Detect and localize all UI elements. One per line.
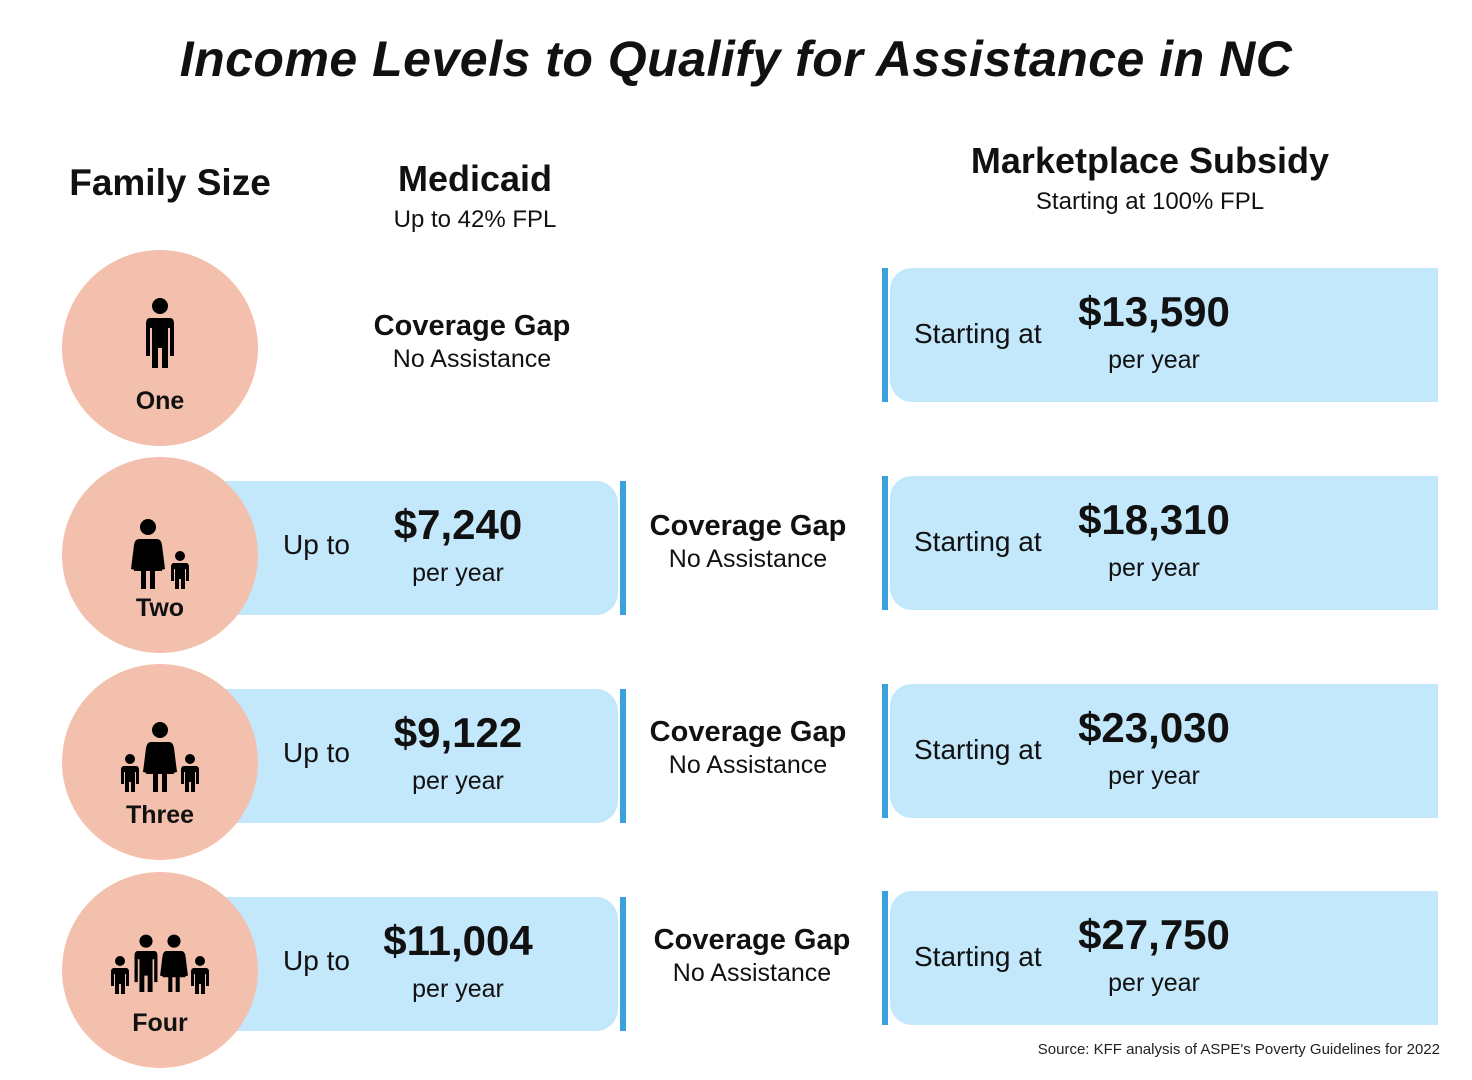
medicaid-prefix: Up to [283, 737, 350, 768]
coverage-gap-title: Coverage Gap [653, 924, 851, 956]
marketplace-accent-bar [882, 476, 888, 610]
medicaid-accent-bar [620, 897, 626, 1031]
marketplace-amount: $23,030 [1078, 704, 1230, 751]
marketplace-period: per year [1108, 969, 1200, 997]
medicaid-amount: $7,240 [393, 501, 523, 548]
marketplace-amount: $13,590 [1078, 288, 1230, 335]
adult-child-icon [131, 519, 189, 589]
medicaid-period: per year [412, 975, 504, 1003]
family-size-label: Four [132, 1009, 188, 1037]
coverage-gap: Coverage Gap No Assistance [618, 510, 878, 574]
marketplace-box: Starting at $23,030 per year [890, 684, 1438, 818]
marketplace-box: Starting at $27,750 per year [890, 891, 1438, 1025]
marketplace-amount: $27,750 [1078, 911, 1230, 958]
family-size-circle-two: Two [62, 457, 258, 653]
marketplace-header: Marketplace Subsidy Starting at 100% FPL [920, 140, 1380, 216]
adult-two-children-icon [121, 722, 199, 792]
marketplace-period: per year [1108, 554, 1200, 582]
coverage-gap-subtitle: No Assistance [668, 545, 828, 573]
marketplace-prefix: Starting at [914, 526, 1042, 557]
marketplace-accent-bar [882, 268, 888, 402]
medicaid-header-subtitle: Up to 42% FPL [393, 206, 557, 233]
medicaid-accent-bar [620, 689, 626, 823]
coverage-gap-title: Coverage Gap [373, 310, 571, 342]
medicaid-box: Up to $7,240 per year [200, 481, 618, 615]
source-note: Source: KFF analysis of ASPE's Poverty G… [1037, 1041, 1440, 1058]
coverage-gap-subtitle: No Assistance [668, 751, 828, 779]
coverage-gap-subtitle: No Assistance [672, 959, 832, 987]
medicaid-period: per year [412, 559, 504, 587]
marketplace-prefix: Starting at [914, 734, 1042, 765]
marketplace-amount: $18,310 [1078, 496, 1230, 543]
family-size-circle-one: One [62, 250, 258, 446]
marketplace-header-subtitle: Starting at 100% FPL [1035, 188, 1265, 215]
marketplace-box: Starting at $13,590 per year [890, 268, 1438, 402]
medicaid-header: Medicaid Up to 42% FPL [330, 158, 620, 234]
medicaid-header-title: Medicaid [397, 158, 553, 199]
family-size-header: Family Size [69, 162, 271, 203]
marketplace-header-title: Marketplace Subsidy [970, 140, 1330, 181]
page-title: Income Levels to Qualify for Assistance … [179, 31, 1293, 87]
medicaid-amount: $9,122 [393, 709, 523, 756]
marketplace-prefix: Starting at [914, 318, 1042, 349]
family-size-label: Three [125, 801, 195, 829]
coverage-gap: Coverage Gap No Assistance [618, 716, 878, 780]
marketplace-accent-bar [882, 891, 888, 1025]
medicaid-prefix: Up to [283, 945, 350, 976]
medicaid-accent-bar [620, 481, 626, 615]
family-of-four-icon [111, 934, 209, 994]
medicaid-amount: $11,004 [383, 917, 533, 964]
family-size-circle-three: Three [62, 664, 258, 860]
coverage-gap: Coverage Gap No Assistance [622, 924, 882, 988]
family-size-label: Two [135, 594, 185, 622]
coverage-gap-title: Coverage Gap [649, 510, 847, 542]
marketplace-accent-bar [882, 684, 888, 818]
person-icon [146, 298, 174, 368]
coverage-gap: Coverage Gap No Assistance [342, 310, 602, 374]
family-size-label: One [135, 387, 185, 415]
medicaid-box: Up to $9,122 per year [200, 689, 618, 823]
marketplace-prefix: Starting at [914, 941, 1042, 972]
coverage-gap-title: Coverage Gap [649, 716, 847, 748]
marketplace-period: per year [1108, 762, 1200, 790]
medicaid-box: Up to $11,004 per year [200, 897, 618, 1031]
coverage-gap-subtitle: No Assistance [392, 345, 552, 373]
medicaid-period: per year [412, 767, 504, 795]
marketplace-box: Starting at $18,310 per year [890, 476, 1438, 610]
marketplace-period: per year [1108, 346, 1200, 374]
family-size-circle-four: Four [62, 872, 258, 1068]
medicaid-prefix: Up to [283, 529, 350, 560]
